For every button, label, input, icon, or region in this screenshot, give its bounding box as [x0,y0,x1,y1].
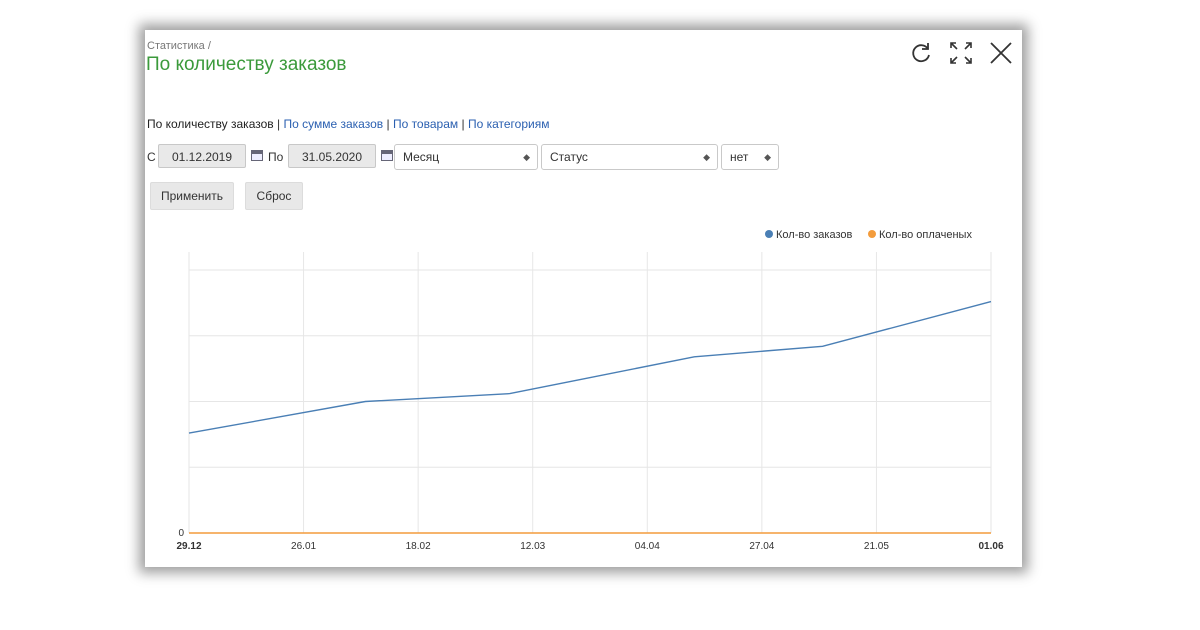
tab-by-products[interactable]: По товарам [392,117,459,131]
select-arrows-icon: ◆ [703,152,710,162]
x-tick-label: 21.05 [864,541,889,552]
x-tick-label: 12.03 [520,541,545,552]
date-to-input[interactable]: 31.05.2020 [288,144,376,168]
chart-grid [188,252,992,534]
legend-marker [765,230,773,238]
x-tick-label: 04.04 [635,541,660,552]
select-arrows-icon: ◆ [764,152,771,162]
extra-select[interactable]: нет ◆ [721,144,779,170]
calendar-icon[interactable] [251,150,263,161]
statistics-panel: Статистика / По количеству заказов По ко… [145,30,1022,567]
y-axis-ticks: 0 [178,528,184,539]
calendar-icon[interactable] [381,150,393,161]
status-select[interactable]: Статус ◆ [541,144,718,170]
date-to-label: По [268,150,284,164]
legend-label: Кол-во оплаченых [879,229,972,241]
x-tick-label: 27.04 [749,541,774,552]
tab-by-order-sum[interactable]: По сумме заказов [283,117,384,131]
x-tick-label: 18.02 [406,541,431,552]
date-from-label: С [147,150,156,164]
date-from-input[interactable]: 01.12.2019 [158,144,246,168]
refresh-icon[interactable] [908,40,934,66]
status-select-value: Статус [550,150,588,164]
header-actions [908,40,1014,66]
x-axis-ticks: 29.12 26.01 18.02 12.03 04.04 27.04 21.05 01.06 [176,541,1003,552]
close-icon[interactable] [988,40,1014,66]
tab-by-order-count[interactable]: По количеству заказов [147,117,274,131]
period-select[interactable]: Месяц ◆ [394,144,538,170]
x-tick-label: 26.01 [291,541,316,552]
reset-button[interactable]: Сброс [245,182,303,210]
chart-series [188,300,992,534]
apply-button[interactable]: Применить [150,182,234,210]
y-tick-label: 0 [178,528,184,539]
legend-marker [868,230,876,238]
report-tabs: По количеству заказов | По сумме заказов… [147,117,549,131]
select-arrows-icon: ◆ [523,152,530,162]
fullscreen-icon[interactable] [948,40,974,66]
breadcrumb[interactable]: Статистика / [147,40,211,52]
tab-separator: | [386,117,390,131]
tab-separator: | [461,117,465,131]
x-tick-label: 01.06 [978,541,1003,552]
x-tick-label: 29.12 [176,541,201,552]
period-select-value: Месяц [403,150,440,164]
tab-by-categories[interactable]: По категориям [467,117,550,131]
legend-label: Кол-во заказов [776,229,853,241]
extra-select-value: нет [730,150,749,164]
tab-separator: | [277,117,281,131]
chart-legend: Кол-во заказов Кол-во оплаченых [765,229,972,241]
page-title: По количеству заказов [146,54,347,75]
orders-line-chart: Кол-во заказов Кол-во оплаченых 29.12 26.0… [176,229,1003,552]
series-line [188,300,992,434]
